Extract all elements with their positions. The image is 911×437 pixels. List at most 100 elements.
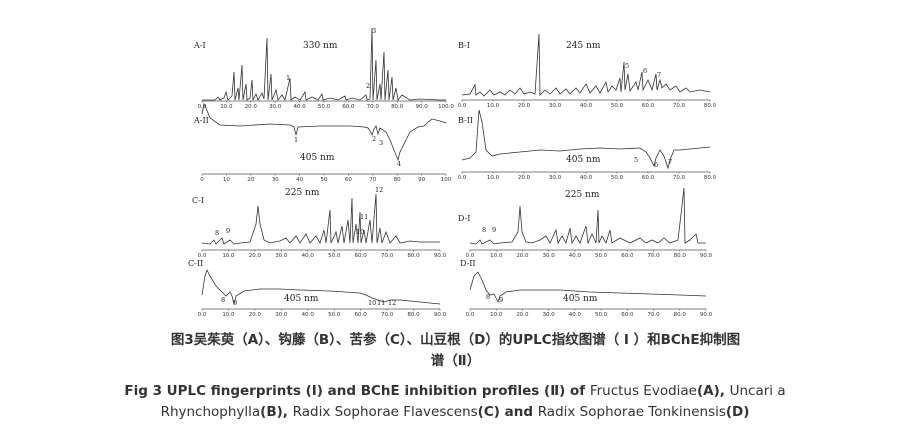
caption-en-species-a: Fructus Evodiae [589,383,697,399]
peak-label: 11 [360,213,368,221]
peak-labels-C-I: 8 9 10 11 12 [215,186,383,237]
caption-en-tag-c: (C) and [477,404,538,420]
x-tick-label: 70.0 [673,103,686,109]
peak-labels-D-II: 8 9 [486,293,503,304]
trace-B-I [461,33,711,97]
peak-label: 9 [233,299,237,307]
caption-en-prefix: Fig 3 UPLC fingerprints (I) and BChE inh… [124,383,590,399]
x-tick-label: 20.0 [518,103,531,109]
x-tick-label: 80.0 [407,312,420,318]
peak-label: 11 [377,299,385,307]
panel-B-II: B-II 405 nm 5 6 7 0.0 10.0 20.0 30.0 40.0 50.… [458,109,717,181]
x-tick-label: 80.0 [704,103,717,109]
x-tick-label: 60.0 [642,103,655,109]
caption-en-tag-a: (A), [696,383,730,399]
peak-label: 7 [668,158,672,166]
panel-label-C-I: C-I [192,196,204,205]
panel-label-B-II: B-II [458,116,473,125]
x-tick-label: 50 [321,177,328,183]
panel-B-I: B-I 245 nm 5 6 7 0.0 10.0 20.0 30.0 40.0 50.0… [458,33,717,109]
panel-label-B-I: B-I [458,41,470,50]
panel-label-D-II: D-II [460,259,476,268]
wavelength-C-II: 405 nm [284,294,319,304]
x-tick-label: 10.0 [487,175,500,181]
x-tick-label: 60 [345,177,352,183]
x-tick-label: 30.0 [543,253,556,259]
x-tick-label: 40.0 [580,103,593,109]
peak-label: 8 [486,293,490,301]
x-tick-label: 60.0 [642,175,655,181]
x-tick-label: 50.0 [611,175,624,181]
x-tick-label: 60.0 [342,104,355,110]
x-tick-label: 10.0 [220,104,233,110]
panel-label-D-I: D-I [458,214,470,223]
x-tick-label: 90.0 [434,253,447,259]
x-tick-label: 90 [418,177,425,183]
x-tick-label: 20.0 [249,312,262,318]
x-tick-labels-D-I: 0.0 10.0 20.0 30.0 40.0 50.0 60.0 70.0 80.0 90.0 [466,250,713,259]
x-tick-label: 70.0 [647,253,660,259]
x-tick-label: 60.0 [621,253,634,259]
x-tick-label: 10.0 [490,253,503,259]
peak-label: 2 [366,82,370,90]
x-tick-label: 90.0 [415,104,428,110]
peak-label: 4 [397,160,401,168]
x-tick-label: 30.0 [269,104,282,110]
x-tick-label: 20.0 [518,175,531,181]
trace-D-I [469,187,706,245]
x-tick-label: 60.0 [355,312,368,318]
x-tick-label: 50.0 [328,253,341,259]
caption-en-tag-b: (B), [260,404,293,420]
x-tick-label: 80.0 [391,104,404,110]
panel-label-A-II: A-II [193,116,209,125]
x-tick-labels-A-I: 0.0 10.0 20.0 30.0 40.0 50.0 60.0 70.0 80.0 90.0 1… [198,101,454,110]
x-tick-label: 80 [394,177,401,183]
x-tick-label: 50.0 [595,253,608,259]
x-tick-label: 80.0 [674,253,687,259]
x-tick-label: 40.0 [302,253,315,259]
x-tick-label: 50.0 [611,103,624,109]
x-tick-labels-C-I: 0.0 10.0 20.0 30.0 40.0 50.0 60.0 70.0 80.0 90.0 [198,250,447,259]
peak-labels-A-II: 1 2 3 4 [294,135,401,168]
panel-label-A-I: A-I [193,41,206,50]
x-tick-label: 70.0 [381,253,394,259]
x-tick-label: 10.0 [222,253,235,259]
caption-cn-line1: 图3吴茱萸（A）、钩藤（B）、苦参（C）、山豆根（D）的UPLC指纹图谱（ Ⅰ … [170,332,741,348]
x-tick-label: 60.0 [355,253,368,259]
x-tick-labels-A-II: 0 10 20 30 40 50 60 70 80 90 100 [200,174,452,183]
peak-label: 9 [499,296,503,304]
peak-labels-D-I: 8 9 [482,226,496,234]
peak-label: 7 [657,71,661,79]
x-tick-label: 70.0 [673,175,686,181]
x-tick-label: 40.0 [580,175,593,181]
x-tick-label: 20 [247,177,254,183]
x-tick-labels-B-I: 0.0 10.0 20.0 30.0 40.0 50.0 60.0 70.0 80.0 [458,100,717,109]
trace-B-II [461,109,711,170]
x-tick-label: 80.0 [704,175,717,181]
caption-cn-line2: 谱（Ⅱ） [430,353,481,369]
peak-label: 8 [482,226,486,234]
x-tick-label: 40.0 [569,253,582,259]
panel-label-C-II: C-II [188,259,203,268]
peak-label: 9 [226,227,230,235]
wavelength-D-II: 405 nm [563,294,598,304]
x-tick-label: 30 [272,177,279,183]
panel-D-II: D-II 405 nm 8 9 0.0 10.0 20.0 30.0 40.0 50.0 6… [460,259,713,318]
x-tick-label: 10.0 [487,103,500,109]
trace-C-I [201,193,440,245]
peak-labels-B-II: 5 6 7 [634,156,672,169]
trace-C-II [201,268,441,305]
x-tick-label: 40 [296,177,303,183]
x-tick-label: 100 [441,177,452,183]
x-tick-label: 10.0 [222,312,235,318]
x-tick-label: 10 [223,177,230,183]
figure-chromatograms: A-I 330 nm 1 2 3 0.0 10.0 20.0 30.0 40.0 50.0… [188,27,717,318]
peak-label: 8 [215,229,219,237]
x-tick-label: 20.0 [516,312,529,318]
wavelength-A-I: 330 nm [303,41,338,51]
x-tick-label: 30.0 [549,103,562,109]
x-tick-label: 50.0 [318,104,331,110]
x-tick-label: 70 [369,177,376,183]
x-tick-label: 70.0 [647,312,660,318]
wavelength-A-II: 405 nm [300,153,335,163]
